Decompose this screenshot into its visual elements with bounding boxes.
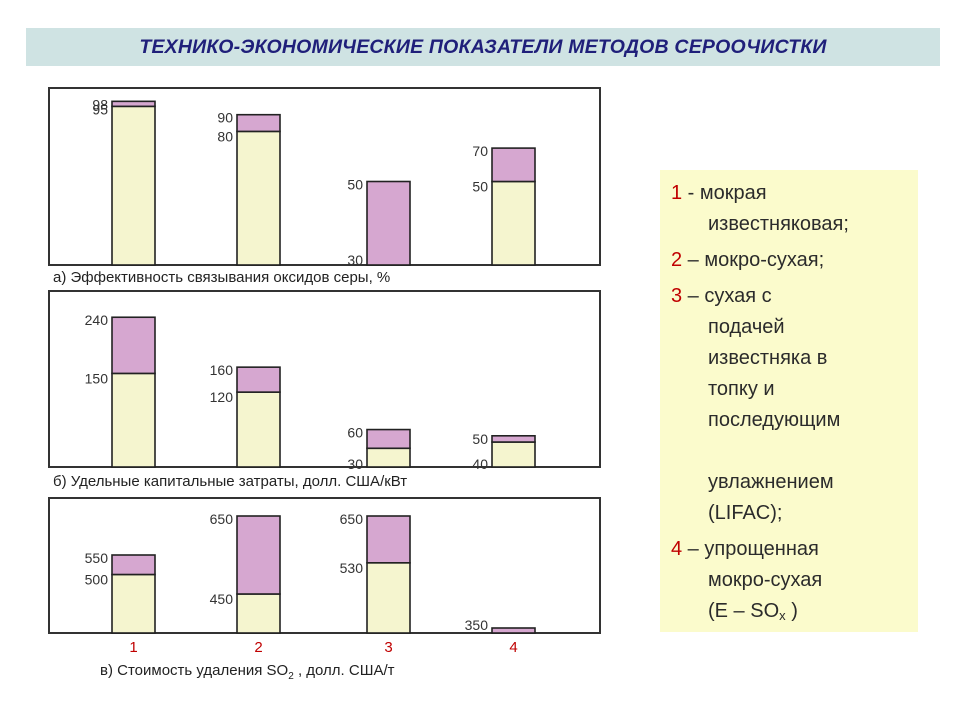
chart-caption-1: а) Эффективность связывания оксидов серы… <box>53 269 390 286</box>
bar-range-2-2 <box>236 366 281 393</box>
bar-base-2-2 <box>236 391 281 468</box>
label-low-3-2: 450 <box>210 591 234 607</box>
legend-formula-sub: x <box>779 608 786 623</box>
legend-num-4: 4 <box>671 538 683 560</box>
legend-sep-1: - <box>682 182 700 204</box>
chart-caption-2: б) Удельные капитальные затраты, долл. С… <box>53 473 407 490</box>
page-title: ТЕХНИКО-ЭКОНОМИЧЕСКИЕ ПОКАЗАТЕЛИ МЕТОДОВ… <box>139 35 827 58</box>
legend-item-1: 1 - мокрая известняковая; <box>671 178 908 240</box>
label-low-3-1: 500 <box>85 572 109 588</box>
label-low-2-2: 120 <box>210 389 234 405</box>
legend-item-2: 2 – мокро-сухая; <box>671 245 908 276</box>
bar-base-2-4 <box>491 441 536 468</box>
legend-line1-3: сухая с <box>704 285 772 307</box>
label-high-3-3: 650 <box>340 511 364 527</box>
bar-base-3-2 <box>236 593 281 634</box>
caption-sub: 2 <box>288 671 294 682</box>
label-low-1-4: 50 <box>472 179 488 195</box>
label-low-1-1: 95 <box>92 101 108 117</box>
title-banner: ТЕХНИКО-ЭКОНОМИЧЕСКИЕ ПОКАЗАТЕЛИ МЕТОДОВ… <box>26 28 940 66</box>
legend-formula-4: (E – SOx ) <box>671 596 822 631</box>
category-number-3: 3 <box>384 639 392 656</box>
label-high-1-2: 90 <box>217 110 233 126</box>
label-high-2-4: 50 <box>472 431 488 447</box>
label-low-2-3: 30 <box>347 456 363 472</box>
legend-sep-3: – <box>682 285 705 307</box>
legend-num-3: 3 <box>671 285 683 307</box>
label-high-2-3: 60 <box>347 425 363 441</box>
legend-rest-4: мокро-сухая <box>708 569 823 591</box>
caption-tail: , долл. США/т <box>294 662 395 679</box>
legend-rest-3: подачей известняка в топку и последующим… <box>708 316 841 524</box>
legend-sep-4: – <box>682 538 705 560</box>
category-number-1: 1 <box>129 639 137 656</box>
bar-range-1-2 <box>236 113 281 133</box>
bar-range-1-1 <box>111 100 156 108</box>
label-high-1-4: 70 <box>472 143 488 159</box>
bar-base-1-1 <box>111 105 156 266</box>
legend-line1-4: упрощенная <box>704 538 819 560</box>
label-low-2-4: 40 <box>472 456 488 472</box>
bar-range-3-2 <box>236 515 281 595</box>
legend-num-1: 1 <box>671 182 683 204</box>
label-high-2-1: 240 <box>85 312 109 328</box>
legend-item-4: 4 – упрощенная мокро-сухая (E – SOx ) <box>671 534 908 631</box>
bar-range-3-1 <box>111 554 156 576</box>
label-high-2-2: 160 <box>210 362 234 378</box>
bar-range-1-4 <box>491 147 536 183</box>
bar-base-2-3 <box>366 447 411 468</box>
bar-range-1-3 <box>366 180 411 266</box>
bar-base-1-2 <box>236 130 281 266</box>
legend-sep-2: – <box>682 249 705 271</box>
legend-box: 1 - мокрая известняковая; 2 – мокро-суха… <box>660 170 918 632</box>
legend-num-2: 2 <box>671 249 683 271</box>
bar-base-1-4 <box>491 180 536 266</box>
category-number-4: 4 <box>509 639 517 656</box>
bar-range-3-3 <box>366 515 411 564</box>
label-high-1-1: 98 <box>92 96 108 112</box>
label-high-3-2: 650 <box>210 511 234 527</box>
bar-range-2-3 <box>366 428 411 450</box>
bar-base-3-3 <box>366 561 411 634</box>
label-low-3-4: 350 <box>465 617 489 633</box>
label-high-1-3: 50 <box>347 177 363 193</box>
label-low-3-3: 530 <box>340 560 364 576</box>
legend-formula-main: (E – SO <box>708 600 780 622</box>
category-number-2: 2 <box>254 639 262 656</box>
legend-formula-tail: ) <box>785 600 798 622</box>
caption-main: в) Стоимость удаления SO <box>100 662 288 679</box>
legend-line1-2: мокро-сухая; <box>704 249 825 271</box>
label-low-2-1: 150 <box>85 370 109 386</box>
chart-caption-3: в) Стоимость удаления SO2 , долл. США/т <box>100 662 395 682</box>
bar-range-2-1 <box>111 316 156 375</box>
bar-range-2-4 <box>491 434 536 443</box>
label-low-1-3: 30 <box>347 252 363 268</box>
legend-line1-1: мокрая <box>699 182 767 204</box>
label-low-1-2: 80 <box>217 128 233 144</box>
label-high-3-1: 550 <box>85 550 109 566</box>
legend-rest-1: известняковая; <box>708 213 849 235</box>
bar-range-3-4 <box>491 627 536 634</box>
bar-base-3-1 <box>111 573 156 634</box>
bar-base-2-1 <box>111 372 156 468</box>
legend-item-3: 3 – сухая с подачей известняка в топку и… <box>671 281 908 529</box>
